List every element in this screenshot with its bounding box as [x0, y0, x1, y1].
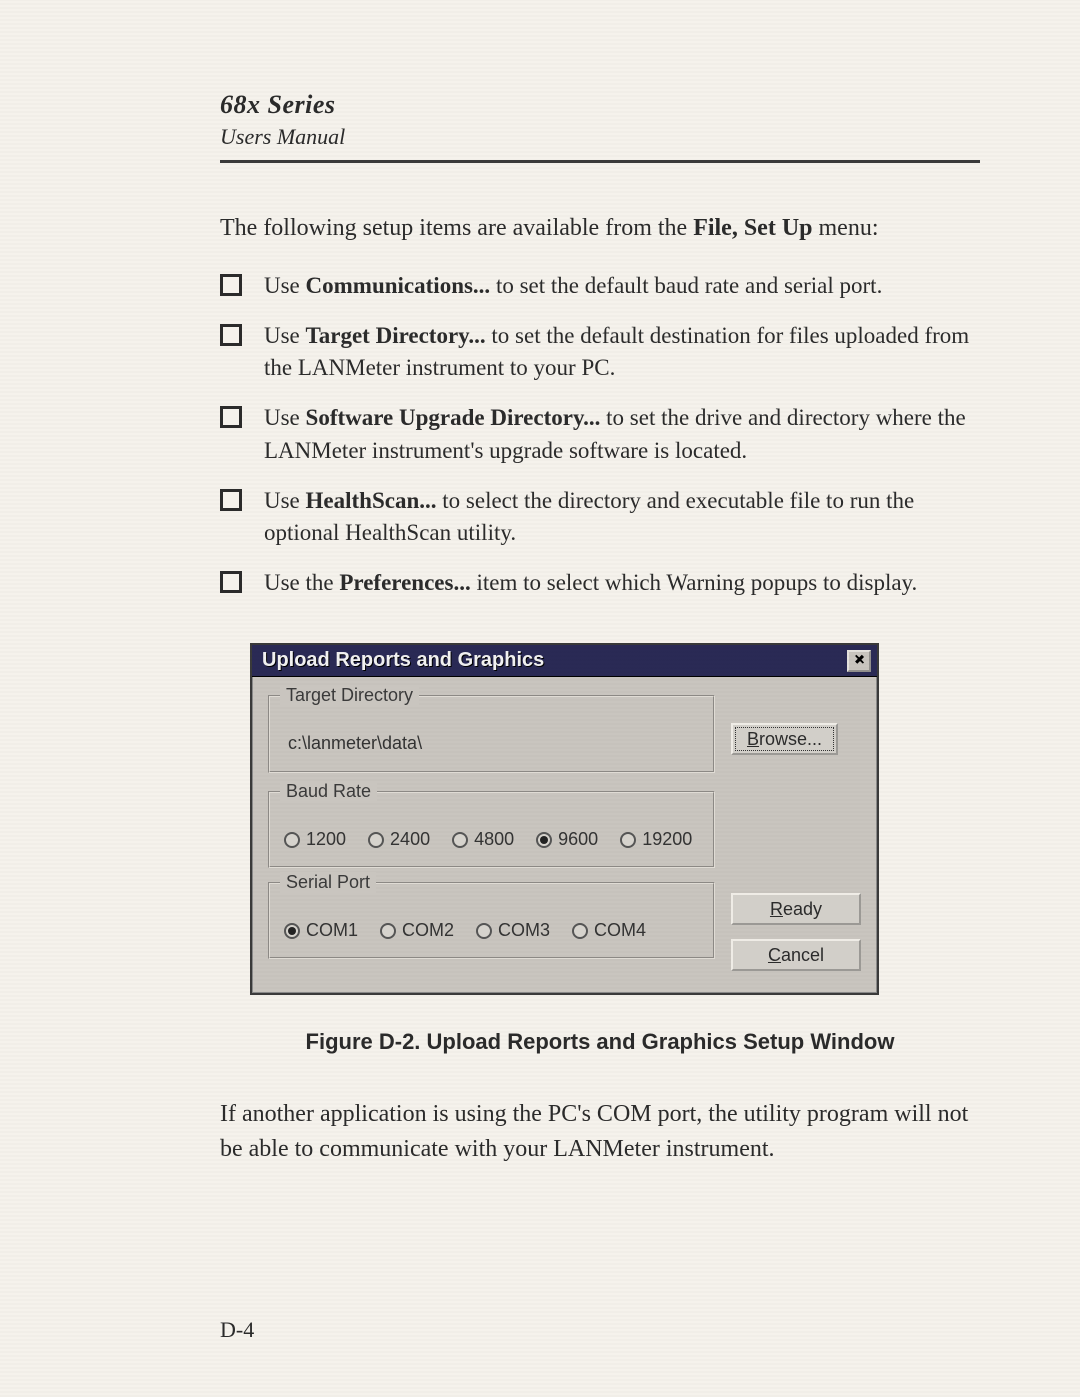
page-subtitle: Users Manual: [220, 124, 980, 150]
dialog-title-text: Upload Reports and Graphics: [262, 649, 544, 672]
checkbox-icon: [220, 406, 242, 428]
radio-icon: [284, 923, 300, 939]
checkbox-icon: [220, 274, 242, 296]
item-bold: Preferences...: [339, 570, 470, 595]
intro-prefix: The following setup items are available …: [220, 215, 693, 241]
spacer: [731, 769, 861, 879]
radio-label: COM1: [306, 920, 358, 941]
dialog-right-column: Browse... Ready Cancel: [731, 695, 861, 975]
dialog-body: Target Directory c:\lanmeter\data\ Baud …: [252, 677, 877, 993]
dialog-left-column: Target Directory c:\lanmeter\data\ Baud …: [268, 695, 715, 975]
item-lead: Use: [264, 488, 306, 513]
ready-button[interactable]: Ready: [731, 893, 861, 925]
serial-port-label: Serial Port: [280, 872, 376, 893]
intro-suffix: menu:: [813, 215, 879, 241]
checkbox-icon: [220, 324, 242, 346]
radio-label: 9600: [558, 829, 598, 850]
intro-menu-name: File, Set Up: [693, 215, 812, 241]
radio-icon: [452, 832, 468, 848]
baud-rate-label: Baud Rate: [280, 781, 377, 802]
header-rule: [220, 160, 980, 163]
upload-dialog: Upload Reports and Graphics × Target Dir…: [250, 643, 879, 995]
close-icon[interactable]: ×: [847, 650, 871, 672]
target-directory-row: c:\lanmeter\data\: [282, 729, 701, 757]
baud-rate-group: Baud Rate 1200 2400 4800 9600 19200: [268, 791, 715, 868]
com1-radio[interactable]: COM1: [284, 920, 358, 941]
baud-4800-radio[interactable]: 4800: [452, 829, 514, 850]
list-item: Use Target Directory... to set the defau…: [220, 320, 980, 384]
list-item: Use HealthScan... to select the director…: [220, 485, 980, 549]
com3-radio[interactable]: COM3: [476, 920, 550, 941]
cancel-button[interactable]: Cancel: [731, 939, 861, 971]
item-bold: HealthScan...: [306, 488, 437, 513]
list-item: Use Communications... to set the default…: [220, 270, 980, 302]
baud-1200-radio[interactable]: 1200: [284, 829, 346, 850]
radio-label: 2400: [390, 829, 430, 850]
item-lead: Use the: [264, 570, 339, 595]
target-directory-group: Target Directory c:\lanmeter\data\: [268, 695, 715, 773]
radio-icon: [368, 832, 384, 848]
target-directory-path[interactable]: c:\lanmeter\data\: [282, 729, 701, 757]
setup-items-list: Use Communications... to set the default…: [220, 270, 980, 600]
page-title: 68x Series: [220, 90, 980, 120]
item-lead: Use: [264, 273, 306, 298]
target-directory-label: Target Directory: [280, 685, 419, 706]
com2-radio[interactable]: COM2: [380, 920, 454, 941]
item-bold: Target Directory...: [306, 323, 486, 348]
list-item: Use the Preferences... item to select wh…: [220, 567, 980, 599]
browse-rest: rowse...: [759, 729, 822, 749]
baud-2400-radio[interactable]: 2400: [368, 829, 430, 850]
item-rest: item to select which Warning popups to d…: [471, 570, 918, 595]
radio-icon: [572, 923, 588, 939]
browse-button[interactable]: Browse...: [731, 723, 838, 755]
item-bold: Software Upgrade Directory...: [306, 405, 601, 430]
radio-label: COM3: [498, 920, 550, 941]
dialog-figure: Upload Reports and Graphics × Target Dir…: [250, 643, 875, 995]
baud-rate-options: 1200 2400 4800 9600 19200: [282, 825, 701, 852]
list-item: Use Software Upgrade Directory... to set…: [220, 402, 980, 466]
item-lead: Use: [264, 323, 306, 348]
radio-icon: [536, 832, 552, 848]
browse-mnemonic: B: [747, 729, 759, 749]
item-rest: to set the default baud rate and serial …: [490, 273, 882, 298]
radio-label: 19200: [642, 829, 692, 850]
checkbox-icon: [220, 571, 242, 593]
checkbox-icon: [220, 489, 242, 511]
cancel-rest: ancel: [781, 945, 824, 965]
document-page: 68x Series Users Manual The following se…: [0, 0, 1080, 1397]
com4-radio[interactable]: COM4: [572, 920, 646, 941]
radio-label: 1200: [306, 829, 346, 850]
radio-label: COM4: [594, 920, 646, 941]
radio-icon: [476, 923, 492, 939]
item-lead: Use: [264, 405, 306, 430]
radio-label: COM2: [402, 920, 454, 941]
closing-paragraph: If another application is using the PC's…: [220, 1097, 980, 1167]
radio-icon: [284, 832, 300, 848]
dialog-titlebar[interactable]: Upload Reports and Graphics ×: [252, 645, 877, 677]
radio-label: 4800: [474, 829, 514, 850]
radio-icon: [380, 923, 396, 939]
baud-19200-radio[interactable]: 19200: [620, 829, 692, 850]
page-number: D-4: [220, 1317, 254, 1343]
cancel-mnemonic: C: [768, 945, 781, 965]
radio-icon: [620, 832, 636, 848]
baud-9600-radio[interactable]: 9600: [536, 829, 598, 850]
intro-paragraph: The following setup items are available …: [220, 211, 980, 246]
serial-port-group: Serial Port COM1 COM2 COM3 COM4: [268, 882, 715, 959]
figure-caption: Figure D-2. Upload Reports and Graphics …: [220, 1029, 980, 1055]
dialog-columns: Target Directory c:\lanmeter\data\ Baud …: [268, 695, 861, 975]
item-bold: Communications...: [306, 273, 491, 298]
serial-port-options: COM1 COM2 COM3 COM4: [282, 916, 701, 943]
ready-mnemonic: R: [770, 899, 783, 919]
ready-rest: eady: [783, 899, 822, 919]
